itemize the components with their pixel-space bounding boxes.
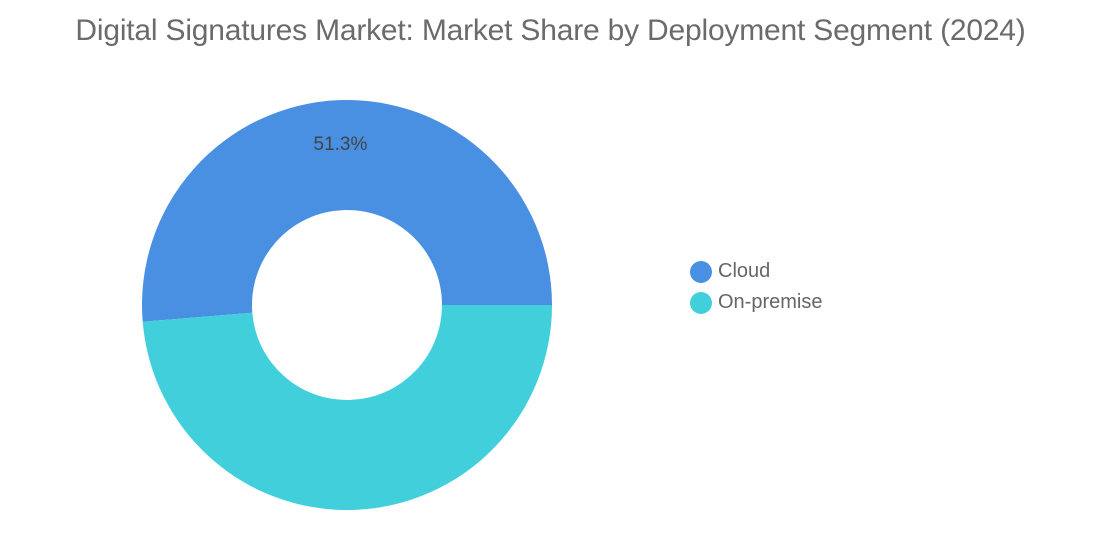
legend-label-cloud: Cloud <box>718 260 771 282</box>
legend-item-on-premise[interactable]: On-premise <box>690 287 822 318</box>
data-label-cloud: 51.3% <box>314 134 368 155</box>
chart-title: Digital Signatures Market: Market Share … <box>75 14 1026 47</box>
legend-swatch-on-premise <box>690 291 712 314</box>
donut-slice-on-premise[interactable] <box>142 305 553 511</box>
legend-label-on-premise: On-premise <box>718 291 823 313</box>
legend-item-cloud[interactable]: Cloud <box>690 256 822 287</box>
donut-slice-cloud[interactable] <box>142 100 553 322</box>
legend: Cloud On-premise <box>690 256 822 318</box>
legend-swatch-cloud <box>690 260 712 283</box>
